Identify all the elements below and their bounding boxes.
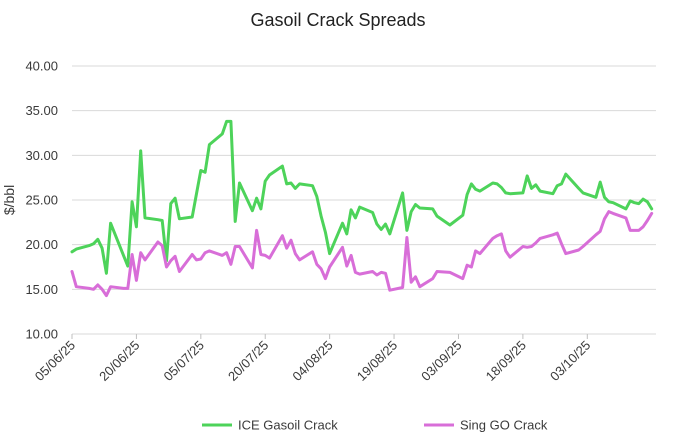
y-tick-label: 25.00 [25, 193, 58, 208]
chart-title: Gasoil Crack Spreads [250, 10, 425, 30]
x-tick-labels: 05/06/25 20/06/25 05/07/25 20/07/25 04/08/25… [32, 334, 593, 384]
y-tick-label: 20.00 [25, 237, 58, 252]
y-tick-label: 35.00 [25, 103, 58, 118]
x-tick-label: 03/10/25 [547, 338, 593, 384]
x-tick-label: 18/09/25 [483, 338, 529, 384]
y-axis-label: $/bbl [1, 185, 17, 215]
x-tick-label: 20/07/25 [225, 338, 271, 384]
y-tick-label: 30.00 [25, 148, 58, 163]
gridlines [72, 65, 656, 335]
y-tick-label: 40.00 [25, 59, 58, 74]
x-tick-label: 03/09/25 [418, 338, 464, 384]
x-tick-label: 20/06/25 [96, 338, 142, 384]
y-tick-labels: 10.00 15.00 20.00 25.00 30.00 35.00 40.00 [25, 59, 58, 342]
x-tick-label: 05/06/25 [32, 338, 78, 384]
series-lines [70, 119, 654, 298]
legend: ICE Gasoil Crack Sing GO Crack [202, 418, 548, 433]
x-tick-label: 04/08/25 [289, 338, 335, 384]
series-line-ice-gasoil-crack [70, 119, 654, 275]
legend-label: ICE Gasoil Crack [238, 418, 338, 433]
legend-label: Sing GO Crack [460, 418, 548, 433]
x-tick-label: 19/08/25 [354, 338, 400, 384]
series-line-sing-go-crack [70, 210, 654, 298]
y-tick-label: 10.00 [25, 327, 58, 342]
y-tick-label: 15.00 [25, 282, 58, 297]
x-tick-label: 05/07/25 [161, 338, 207, 384]
